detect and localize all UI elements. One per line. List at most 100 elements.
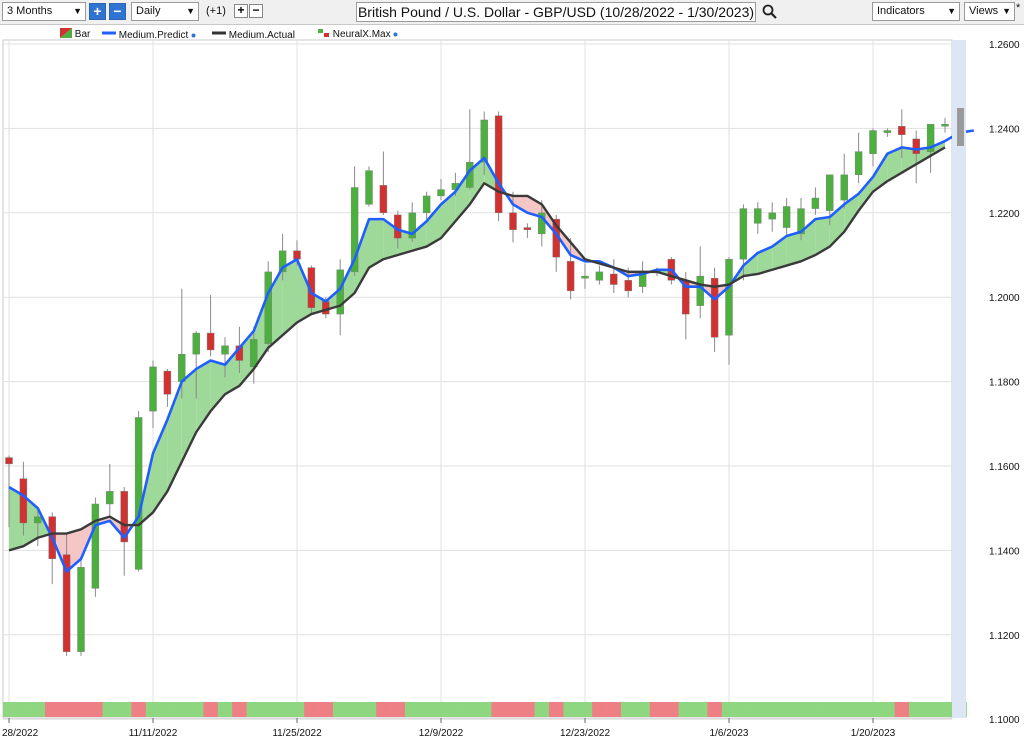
- offset-minus-button[interactable]: −: [249, 4, 263, 18]
- medium-actual-line: [8, 146, 946, 552]
- legend-label: Bar: [74, 29, 91, 40]
- legend-item-medium-predict[interactable]: Medium.Predict: [102, 28, 196, 43]
- candle-body: [566, 261, 575, 292]
- neuralx-max-block: [621, 702, 636, 717]
- candle: [192, 330, 200, 399]
- line-swatch-icon: [102, 31, 116, 35]
- candle: [566, 238, 575, 300]
- neuralx-max-block: [419, 702, 435, 717]
- candle: [408, 202, 416, 243]
- scrollbar-thumb[interactable]: [957, 108, 964, 146]
- offset-plus-button[interactable]: +: [234, 4, 248, 18]
- indicators-label: Indicators: [877, 5, 925, 17]
- neuralx-max-block: [73, 702, 89, 717]
- legend-item-bar[interactable]: Bar: [60, 28, 90, 42]
- neuralx-max-block: [592, 702, 607, 717]
- candle-body: [278, 250, 287, 273]
- candle: [149, 360, 157, 429]
- vertical-scrollbar[interactable]: [952, 40, 966, 718]
- fill-segment: [858, 176, 873, 211]
- zoom-in-button[interactable]: +: [89, 3, 106, 20]
- neuralx-max-block: [664, 702, 679, 717]
- neuralx-max-block: [117, 702, 132, 717]
- scrollbar-track[interactable]: [952, 40, 966, 718]
- chart-legend: Bar Medium.Predict Medium.Actual NeuralX…: [0, 28, 600, 42]
- fill-segment: [412, 221, 427, 251]
- indicator-lines: [8, 129, 974, 573]
- neuralx-max-block: [808, 702, 823, 717]
- candle: [221, 337, 229, 378]
- period-label: 3 Months: [7, 5, 53, 17]
- candle-body: [34, 516, 42, 524]
- candle: [19, 461, 28, 536]
- fill-segment: [873, 153, 888, 192]
- candle: [941, 117, 949, 133]
- candle: [509, 191, 517, 243]
- chart-grid: [2, 39, 953, 720]
- candle: [883, 128, 892, 137]
- candle: [710, 267, 719, 353]
- zoom-out-button[interactable]: −: [109, 3, 126, 20]
- views-select[interactable]: Views ▼: [964, 2, 1015, 21]
- y-tick-label: 1.1200: [989, 631, 1020, 642]
- legend-item-neuralx-max[interactable]: NeuralX.Max: [318, 28, 398, 42]
- neuralx-max-block: [145, 702, 161, 717]
- candle: [768, 202, 776, 232]
- candle: [912, 130, 920, 184]
- candle: [754, 202, 762, 234]
- neuralx-max-block: [793, 702, 809, 717]
- period-select[interactable]: 3 Months ▼: [2, 2, 86, 21]
- y-tick-label: 1.2200: [989, 209, 1020, 220]
- candle: [206, 295, 215, 357]
- candle-body: [437, 189, 445, 197]
- candle-body: [854, 151, 863, 176]
- search-icon[interactable]: [761, 3, 778, 20]
- candle: [5, 455, 13, 528]
- neuralx-max-strip: [3, 702, 967, 717]
- candle-body: [595, 271, 604, 281]
- candle-body: [509, 212, 517, 230]
- candle-body: [379, 185, 388, 213]
- candle: [725, 257, 733, 365]
- candle-body: [77, 567, 85, 652]
- neuralx-max-block: [59, 702, 75, 717]
- candle-body: [523, 227, 532, 230]
- neuralx-max-block: [909, 702, 924, 717]
- candle-body: [926, 123, 935, 152]
- candle-body: [811, 197, 820, 209]
- interval-select[interactable]: Daily ▼: [131, 2, 199, 21]
- neuralx-max-block: [491, 702, 507, 717]
- fill-segment: [282, 259, 297, 336]
- candle: [840, 153, 848, 209]
- neuralx-max-block: [721, 702, 737, 717]
- neuralx-max-block: [16, 702, 31, 717]
- fill-segment: [167, 381, 182, 492]
- y-tick-label: 1.1800: [989, 378, 1020, 389]
- candle: [134, 411, 143, 572]
- fill-segment: [527, 195, 542, 218]
- candle-body: [768, 212, 776, 220]
- candle-body: [538, 212, 546, 235]
- indicators-select[interactable]: Indicators ▼: [872, 2, 960, 21]
- candle: [365, 166, 373, 207]
- legend-label: Medium.Actual: [228, 30, 295, 41]
- candle: [422, 191, 431, 220]
- neuralx-max-block: [174, 702, 190, 717]
- x-tick-label: 12/9/2022: [419, 728, 464, 739]
- candle-body: [941, 123, 949, 127]
- candle-body: [898, 126, 906, 135]
- legend-item-medium-actual[interactable]: Medium.Actual: [212, 28, 295, 43]
- candle: [898, 109, 906, 158]
- neuralx-max-block: [289, 702, 305, 717]
- neuralx-max-block: [549, 702, 564, 717]
- info-dot-icon: [191, 33, 196, 38]
- neuralx-max-block: [232, 702, 247, 717]
- neuralx-max-block: [405, 702, 420, 717]
- candle-body: [206, 332, 215, 351]
- neuralx-max-block: [649, 702, 665, 717]
- candle: [926, 123, 935, 173]
- neuralx-max-block: [3, 702, 18, 717]
- fill-segment: [887, 147, 902, 182]
- candle-body: [739, 208, 748, 260]
